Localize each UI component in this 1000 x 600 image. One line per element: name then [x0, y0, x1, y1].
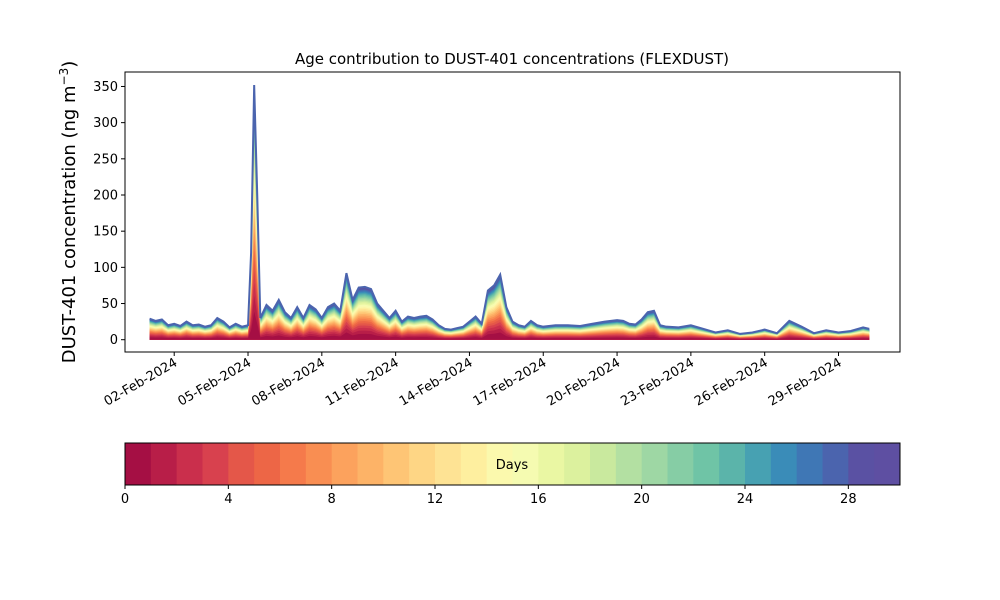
colorbar-cell — [564, 443, 591, 485]
colorbar-tick-label: 20 — [633, 492, 650, 507]
y-tick-label: 350 — [93, 80, 118, 95]
colorbar-cell — [331, 443, 358, 485]
colorbar-cells — [125, 443, 901, 485]
chart-title: Age contribution to DUST-401 concentrati… — [295, 50, 729, 68]
x-tick-label: 23-Feb-2024 — [618, 355, 697, 409]
colorbar-tick-label: 12 — [427, 492, 444, 507]
y-axis-label-superscript: −3 — [57, 68, 71, 86]
y-tick-label: 250 — [93, 152, 118, 167]
x-tick-label: 26-Feb-2024 — [692, 355, 771, 409]
colorbar-tick-label: 16 — [530, 492, 547, 507]
colorbar-cell — [254, 443, 281, 485]
colorbar-cell — [615, 443, 643, 485]
colorbar-cell — [486, 443, 513, 485]
colorbar-cell — [228, 443, 255, 485]
colorbar-cell — [512, 443, 539, 485]
colorbar-ticks: 0 4 8 12 16 20 24 28 — [121, 485, 857, 507]
x-tick-label: 29-Feb-2024 — [766, 355, 845, 409]
colorbar-cell — [125, 443, 152, 485]
colorbar-cell — [719, 443, 746, 485]
x-tick-label: 14-Feb-2024 — [397, 355, 476, 409]
colorbar-cell — [460, 443, 488, 485]
colorbar-tick-label: 0 — [121, 492, 129, 507]
colorbar-tick-label: 8 — [328, 492, 336, 507]
x-tick-label: 05-Feb-2024 — [175, 355, 254, 409]
colorbar-cell — [383, 443, 410, 485]
colorbar-cell — [796, 443, 823, 485]
colorbar-cell — [848, 443, 875, 485]
colorbar-cell — [409, 443, 436, 485]
colorbar-label: Days — [496, 458, 529, 473]
colorbar-cell — [202, 443, 229, 485]
colorbar-cell — [538, 443, 565, 485]
colorbar-cell — [641, 443, 668, 485]
y-axis-label-close: ) — [59, 61, 80, 68]
colorbar-cell — [435, 443, 462, 485]
plot-area — [149, 84, 870, 340]
colorbar-cell — [874, 443, 901, 485]
colorbar-cell — [770, 443, 798, 485]
y-tick-label: 150 — [93, 225, 118, 240]
colorbar-cell — [693, 443, 720, 485]
colorbar-tick-label: 24 — [737, 492, 754, 507]
y-axis-label: DUST-401 concentration (ng m−3) — [57, 61, 80, 364]
colorbar-cell — [305, 443, 333, 485]
y-tick-label: 200 — [93, 188, 118, 203]
y-tick-label: 0 — [110, 333, 118, 348]
colorbar-cell — [150, 443, 178, 485]
x-tick-label: 20-Feb-2024 — [545, 355, 624, 409]
y-tick-label: 300 — [93, 116, 118, 131]
colorbar-cell — [176, 443, 203, 485]
y-axis-label-main: DUST-401 concentration (ng m — [59, 85, 80, 363]
colorbar: Days 0 4 8 12 16 20 24 28 — [121, 442, 901, 507]
colorbar-cell — [590, 443, 617, 485]
x-axis-ticks: 02-Feb-202405-Feb-202408-Feb-202411-Feb-… — [102, 352, 845, 409]
colorbar-tick-label: 4 — [224, 492, 232, 507]
colorbar-cell — [667, 443, 694, 485]
colorbar-cell — [822, 443, 849, 485]
x-tick-label: 08-Feb-2024 — [249, 355, 328, 409]
x-tick-label: 02-Feb-2024 — [102, 355, 181, 409]
plot-frame — [124, 71, 901, 353]
y-tick-label: 100 — [93, 261, 118, 276]
colorbar-cell — [357, 443, 384, 485]
y-tick-label: 50 — [101, 297, 118, 312]
colorbar-cell — [280, 443, 307, 485]
y-axis-ticks: 0 50 100 150 200 250 300 350 — [93, 80, 125, 348]
total-concentration-line — [149, 84, 870, 335]
x-tick-label: 11-Feb-2024 — [323, 355, 402, 409]
x-tick-label: 17-Feb-2024 — [471, 355, 550, 409]
colorbar-tick-label: 28 — [840, 492, 857, 507]
colorbar-cell — [745, 443, 772, 485]
colorbar-frame — [124, 442, 901, 486]
